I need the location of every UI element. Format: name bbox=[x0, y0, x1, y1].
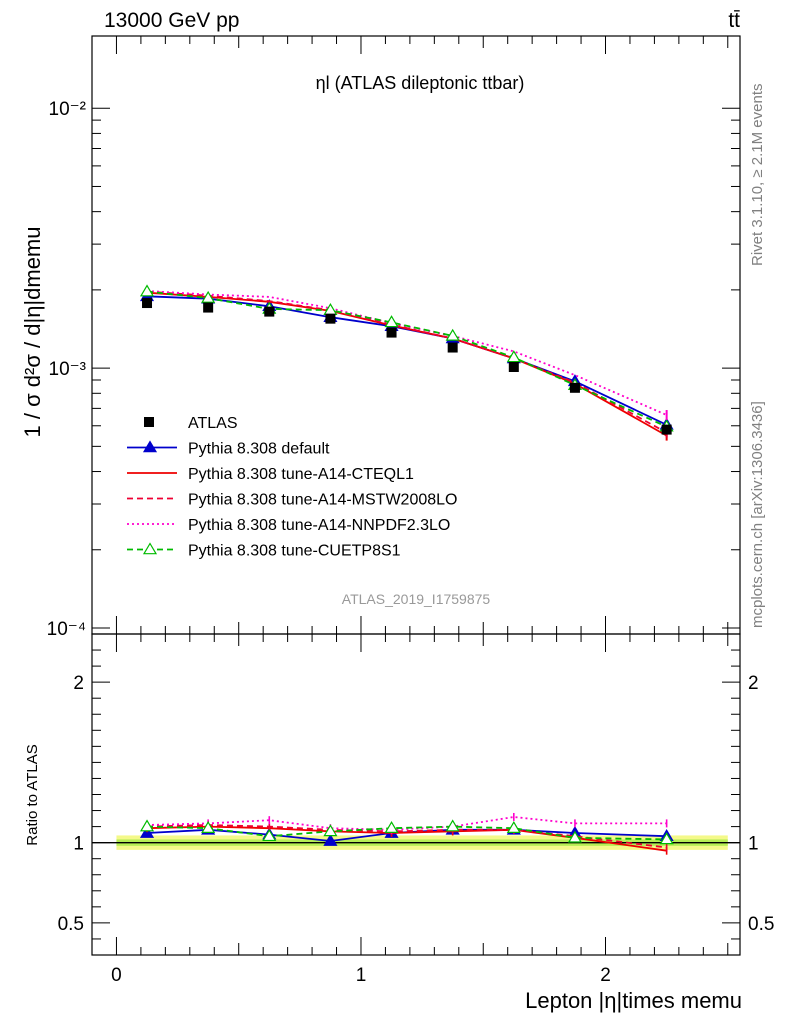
ratio-tick-label: 0.5 bbox=[58, 914, 84, 935]
data-point bbox=[203, 302, 214, 313]
data-point bbox=[447, 342, 458, 353]
ratio-tick-label: 1 bbox=[73, 834, 84, 855]
data-point bbox=[264, 306, 275, 317]
ratio-point bbox=[139, 819, 155, 832]
y-tick-label: 10⁻² bbox=[49, 99, 87, 120]
chart-title: ηl (ATLAS dileptonic ttbar) bbox=[316, 73, 525, 93]
y-axis-label: 1 / σ d²σ / d|η|dmemu bbox=[20, 227, 45, 438]
series-line bbox=[146, 290, 668, 434]
legend-marker bbox=[142, 542, 158, 555]
data-point bbox=[508, 361, 519, 372]
x-tick-label: 0 bbox=[111, 965, 122, 986]
legend-label: ATLAS bbox=[188, 415, 238, 432]
ratio-point bbox=[506, 821, 521, 834]
header-left: 13000 GeV pp bbox=[104, 9, 239, 32]
ratio-point bbox=[567, 830, 582, 843]
data-point bbox=[661, 424, 672, 435]
ratio-tick-label: 2 bbox=[73, 673, 84, 694]
ratio-point bbox=[659, 832, 674, 845]
series-point bbox=[445, 328, 460, 341]
legend-label: Pythia 8.308 tune-A14-CTEQL1 bbox=[188, 466, 414, 483]
ratio-tick-label: 1 bbox=[748, 834, 759, 855]
series-line bbox=[146, 295, 667, 426]
series-line bbox=[146, 290, 667, 428]
ratio-point bbox=[323, 824, 338, 837]
legend-label: Pythia 8.308 tune-A14-NNPDF2.3LO bbox=[188, 517, 450, 534]
legend-label: Pythia 8.308 tune-A14-MSTW2008LO bbox=[188, 492, 457, 509]
main-panel: 10⁻⁴ 10⁻³ 10⁻² bbox=[47, 35, 741, 640]
data-point bbox=[142, 298, 153, 309]
mcplots-label: mcplots.cern.ch [arXiv:1306.3436] bbox=[749, 401, 766, 628]
ratio-point bbox=[262, 829, 277, 842]
ratio-point bbox=[445, 819, 460, 832]
ratio-tick-label: 2 bbox=[748, 673, 759, 694]
x-tick-label: 2 bbox=[600, 965, 611, 986]
data-point bbox=[325, 313, 336, 324]
x-axis-label: Lepton |η|times memu bbox=[525, 988, 742, 1013]
ratio-point bbox=[384, 821, 399, 834]
series-point bbox=[201, 290, 216, 303]
y-tick-label: 10⁻⁴ bbox=[47, 619, 86, 640]
legend-label: Pythia 8.308 tune-CUETP8S1 bbox=[188, 543, 401, 560]
legend-label: Pythia 8.308 default bbox=[188, 441, 330, 458]
series-point bbox=[139, 284, 155, 297]
header-right: tt̄ bbox=[728, 9, 740, 32]
x-tick-label: 1 bbox=[356, 965, 367, 986]
ratio-tick-label: 0.5 bbox=[748, 914, 774, 935]
legend-marker bbox=[142, 440, 158, 453]
series-point bbox=[506, 350, 521, 363]
y-tick-label: 10⁻³ bbox=[49, 359, 87, 380]
series-point bbox=[384, 315, 399, 328]
ratio-panel: 0 1 2 0.5 0.5 1 1 2 2 bbox=[58, 633, 774, 986]
analysis-label: ATLAS_2019_I1759875 bbox=[342, 591, 491, 607]
ratio-frame bbox=[91, 633, 741, 956]
legend: ATLAS Pythia 8.308 default Pythia 8.308 tu… bbox=[127, 415, 457, 560]
ratio-point bbox=[323, 833, 338, 846]
series-line bbox=[146, 290, 667, 416]
data-point bbox=[569, 382, 580, 393]
data-point bbox=[386, 327, 397, 338]
ratio-point bbox=[201, 821, 216, 834]
ratio-axis-label: Ratio to ATLAS bbox=[24, 744, 41, 845]
rivet-label: Rivet 3.1.10, ≥ 2.1M events bbox=[749, 84, 766, 267]
legend-marker bbox=[144, 417, 154, 427]
